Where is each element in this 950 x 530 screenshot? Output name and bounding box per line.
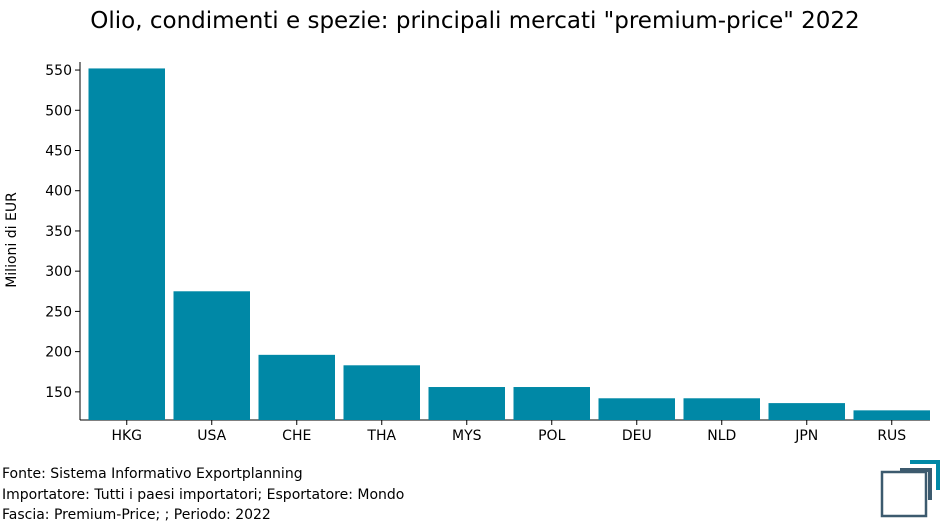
footer-source: Fonte: Sistema Informativo Exportplannin… bbox=[2, 466, 303, 482]
y-tick-label: 500 bbox=[45, 103, 72, 119]
bar-tha bbox=[343, 365, 420, 420]
x-tick-label: MYS bbox=[452, 428, 482, 444]
chart-title: Olio, condimenti e spezie: principali me… bbox=[90, 8, 860, 34]
bar-rus bbox=[853, 410, 930, 420]
bar-hkg bbox=[88, 68, 165, 421]
y-axis: 150 200 250 300 350 400 450 500 550 bbox=[45, 62, 81, 420]
y-tick-label: 550 bbox=[45, 63, 72, 79]
bars bbox=[88, 68, 930, 421]
bar-pol bbox=[513, 387, 590, 420]
x-tick-label: USA bbox=[197, 428, 226, 444]
y-tick-label: 300 bbox=[45, 264, 72, 280]
y-tick-label: 450 bbox=[45, 143, 72, 159]
x-tick-label: NLD bbox=[707, 428, 736, 444]
y-tick-label: 350 bbox=[45, 224, 72, 240]
y-tick-label: 250 bbox=[45, 304, 72, 320]
bar-jpn bbox=[768, 403, 845, 420]
x-tick-label: CHE bbox=[282, 428, 311, 444]
footer-importer: Importatore: Tutti i paesi importatori; … bbox=[2, 487, 405, 503]
y-tick-label: 150 bbox=[45, 385, 72, 401]
x-tick-label: RUS bbox=[877, 428, 906, 444]
x-axis: HKG USA CHE THA MYS POL DEU NLD JPN RUS bbox=[80, 419, 930, 444]
bar-mys bbox=[428, 387, 505, 420]
bar-usa bbox=[173, 291, 250, 420]
x-tick-label: POL bbox=[538, 428, 565, 444]
exportplanning-logo-icon bbox=[880, 460, 940, 518]
bar-che bbox=[258, 354, 335, 420]
x-tick-label: HKG bbox=[111, 428, 142, 444]
bar-nld bbox=[683, 398, 760, 420]
x-tick-label: JPN bbox=[794, 428, 818, 444]
bar-deu bbox=[598, 398, 675, 420]
y-tick-label: 200 bbox=[45, 345, 72, 361]
x-tick-label: THA bbox=[366, 428, 396, 444]
x-tick-label: DEU bbox=[622, 428, 652, 444]
footer-band: Fascia: Premium-Price; ; Periodo: 2022 bbox=[2, 507, 271, 523]
bar-chart: 150 200 250 300 350 400 450 500 550 HKG USA CHE THA… bbox=[4, 62, 930, 444]
y-tick-label: 400 bbox=[45, 184, 72, 200]
y-axis-label: Milioni di EUR bbox=[4, 192, 20, 288]
